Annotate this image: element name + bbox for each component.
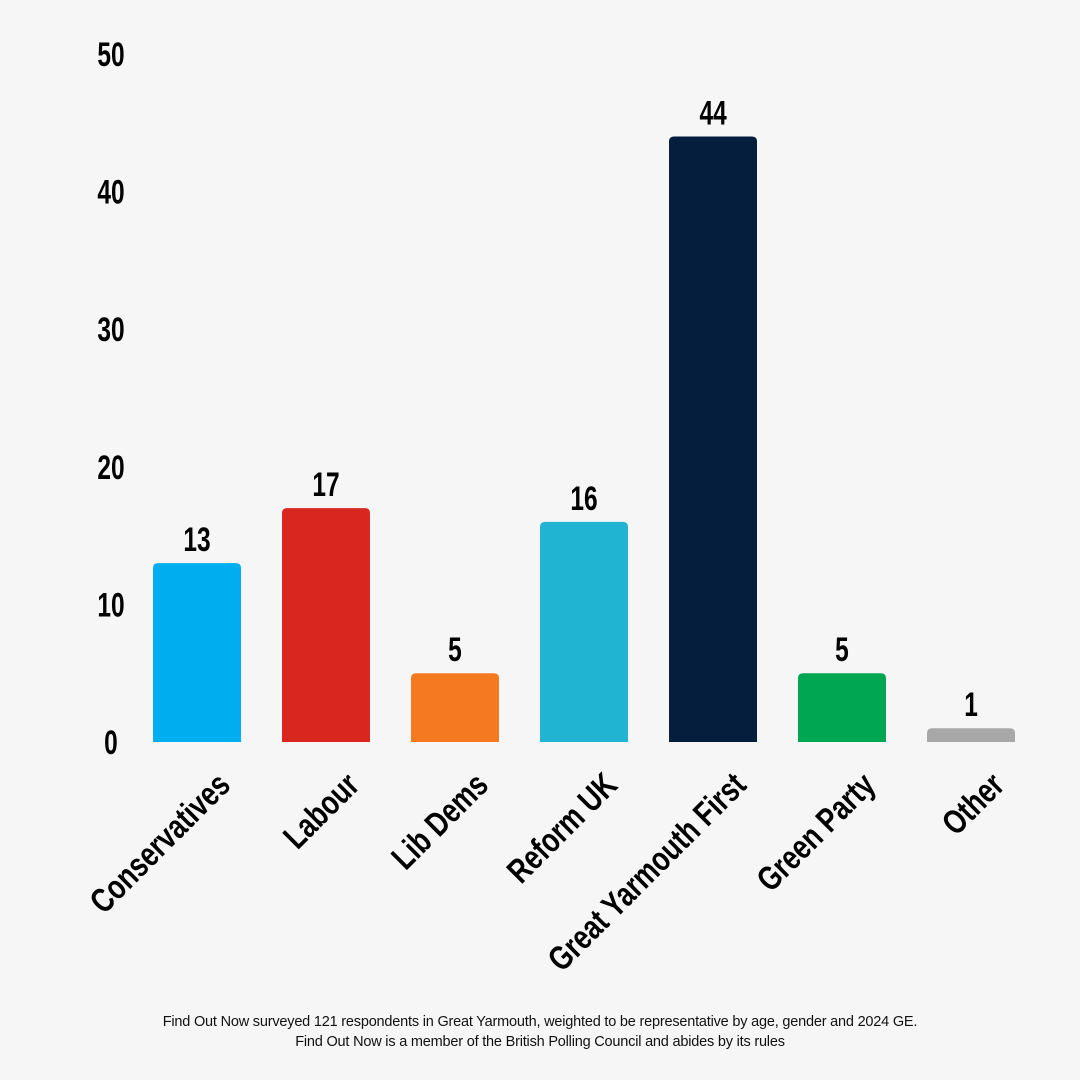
bars — [153, 136, 1015, 742]
y-tick-label: 20 — [97, 449, 124, 487]
value-label: 44 — [699, 95, 727, 133]
x-tick-label: Reform UK — [500, 766, 625, 891]
bar-lib-dems — [411, 673, 499, 742]
y-tick-label: 30 — [97, 311, 124, 349]
bar-green-party — [798, 673, 886, 742]
value-label: 13 — [183, 521, 210, 559]
y-tick-label: 40 — [97, 174, 124, 212]
value-label: 5 — [835, 631, 849, 669]
footer-methodology: Find Out Now surveyed 121 respondents in… — [162, 1014, 918, 1030]
x-tick-label: Conservatives — [83, 766, 238, 921]
bar-other — [927, 728, 1015, 742]
value-label: 17 — [312, 466, 339, 504]
bar-reform-uk — [540, 521, 628, 742]
bar-labour — [282, 508, 370, 742]
y-tick-label: 0 — [104, 724, 118, 762]
footer-membership: Find Out Now is a member of the British … — [295, 1034, 785, 1050]
x-tick-label: Green Party — [749, 766, 882, 899]
y-tick-label: 50 — [97, 36, 124, 74]
value-label: 16 — [570, 480, 597, 518]
value-label: 1 — [964, 686, 978, 724]
x-tick-label: Other — [935, 766, 1012, 843]
bar-conservatives — [153, 563, 241, 742]
value-labels: 13 17 5 16 44 5 1 — [183, 95, 977, 725]
x-tick-label: Labour — [276, 766, 366, 856]
y-axis: 0 10 20 30 40 50 — [97, 36, 124, 762]
x-tick-label: Lib Dems — [384, 766, 495, 877]
x-axis: Conservatives Labour Lib Dems Reform UKGrea… — [83, 766, 1012, 979]
y-tick-label: 10 — [97, 587, 124, 625]
value-label: 5 — [448, 631, 462, 669]
bar-great-yarmouth-first — [669, 136, 757, 742]
